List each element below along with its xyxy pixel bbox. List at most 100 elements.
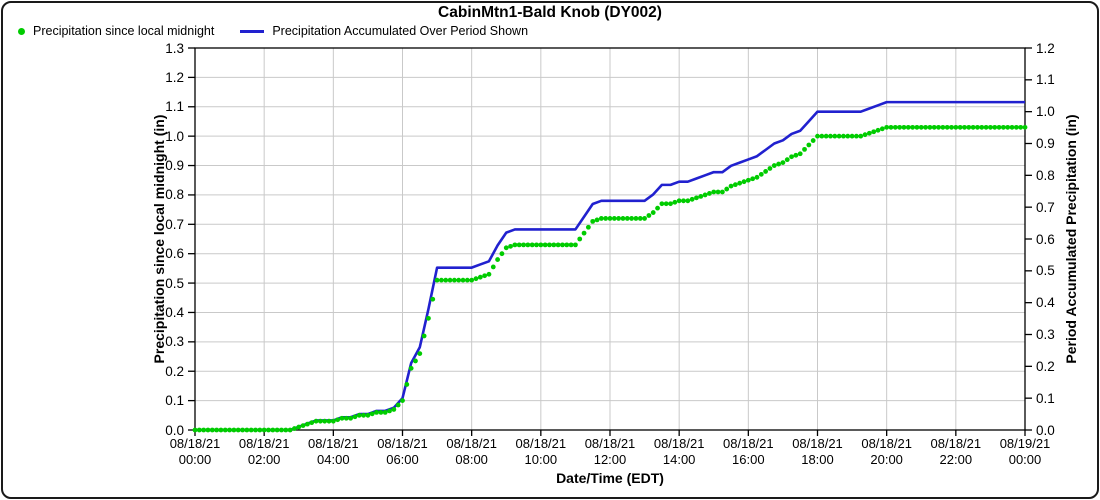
since-midnight-dot	[525, 242, 531, 248]
since-midnight-dot	[538, 242, 544, 248]
since-midnight-dot	[949, 124, 954, 130]
since-midnight-dot	[668, 201, 673, 207]
since-midnight-dot	[694, 195, 699, 201]
x-tick-label: 08/18/21 06:00	[361, 436, 445, 468]
since-midnight-dot	[970, 124, 976, 130]
since-midnight-dot	[361, 412, 366, 418]
since-midnight-dot	[737, 180, 743, 186]
x-tick-date: 08/18/21	[792, 436, 843, 451]
since-midnight-dot	[983, 124, 989, 130]
since-midnight-dot	[240, 427, 245, 433]
green-dot-marker-icon	[18, 27, 25, 35]
since-midnight-dot	[460, 277, 466, 283]
since-midnight-dot	[698, 193, 704, 199]
since-midnight-dot	[711, 189, 717, 195]
x-tick-time: 22:00	[939, 452, 973, 467]
since-midnight-dot	[508, 243, 513, 249]
since-midnight-dot	[598, 216, 604, 221]
since-midnight-dot	[542, 242, 548, 248]
since-midnight-dot	[689, 196, 695, 202]
since-midnight-dot	[784, 157, 790, 163]
since-midnight-dot	[287, 427, 293, 433]
since-midnight-dot	[547, 242, 552, 248]
since-midnight-dot	[516, 242, 522, 248]
x-tick-date: 08/18/21	[515, 436, 567, 451]
since-midnight-dot	[802, 146, 807, 152]
since-midnight-dot	[672, 199, 678, 205]
since-midnight-dot	[663, 201, 669, 207]
since-midnight-dot	[875, 127, 881, 133]
since-midnight-dot	[266, 427, 271, 433]
since-midnight-dot	[763, 169, 769, 174]
since-midnight-dot	[309, 420, 315, 426]
since-midnight-dot	[858, 133, 864, 139]
y-tick-label-right: 0.3	[1036, 327, 1055, 342]
since-midnight-dot	[923, 124, 928, 130]
x-tick-time: 00:00	[1008, 452, 1042, 467]
since-midnight-dot	[434, 277, 440, 283]
since-midnight-dot	[568, 242, 574, 248]
since-midnight-dot	[715, 189, 721, 195]
legend-label-accumulated: Precipitation Accumulated Over Period Sh…	[272, 24, 529, 38]
since-midnight-dot	[832, 133, 838, 139]
x-tick-date: 08/18/21	[238, 436, 290, 451]
since-midnight-dot	[771, 163, 777, 168]
since-midnight-dot	[1022, 124, 1028, 130]
since-midnight-dot	[322, 418, 328, 424]
since-midnight-dot	[646, 213, 652, 218]
since-midnight-dot	[594, 217, 600, 223]
since-midnight-dot	[421, 333, 427, 339]
y-tick-label-left: 0.8	[165, 187, 184, 203]
since-midnight-dot	[707, 191, 712, 196]
since-midnight-dot	[910, 124, 916, 130]
since-midnight-dot	[300, 423, 306, 428]
since-midnight-dot	[780, 160, 786, 166]
since-midnight-dot	[382, 409, 388, 415]
since-midnight-dot	[430, 296, 436, 302]
y-tick-label-right: 0.8	[1036, 167, 1055, 183]
since-midnight-dot	[490, 264, 496, 270]
since-midnight-dot	[637, 216, 643, 221]
since-midnight-dot	[962, 124, 967, 130]
since-midnight-dot	[313, 418, 319, 424]
since-midnight-dot	[828, 133, 833, 139]
since-midnight-dot	[218, 427, 224, 433]
since-midnight-dot	[611, 216, 617, 221]
since-midnight-dot	[585, 224, 591, 230]
since-midnight-dot	[330, 418, 336, 424]
since-midnight-dot	[201, 427, 207, 433]
x-tick-time: 02:00	[247, 452, 281, 467]
since-midnight-dot	[564, 242, 570, 248]
since-midnight-dot	[940, 124, 946, 130]
since-midnight-dot	[892, 124, 898, 130]
x-tick-label: 08/18/21 20:00	[845, 436, 929, 468]
since-midnight-dot	[395, 402, 401, 408]
since-midnight-dot	[836, 133, 842, 139]
x-tick-date: 08/18/21	[377, 436, 428, 451]
y-tick-label-right: 0.1	[1036, 390, 1055, 406]
x-tick-label: 08/18/21 10:00	[499, 436, 583, 468]
since-midnight-dot	[512, 242, 518, 248]
since-midnight-dot	[348, 415, 354, 421]
x-tick-time: 06:00	[386, 452, 419, 467]
since-midnight-dot	[477, 274, 483, 280]
since-midnight-dot	[624, 216, 630, 221]
x-tick-date: 08/18/21	[930, 436, 982, 451]
x-tick-time: 12:00	[593, 452, 627, 467]
since-midnight-dot	[797, 151, 803, 157]
y-tick-label-left: 0.3	[165, 334, 184, 350]
since-midnight-dot	[499, 251, 505, 257]
x-tick-date: 08/18/21	[169, 436, 221, 451]
x-tick-label: 08/18/21 18:00	[776, 436, 860, 468]
x-tick-label: 08/18/21 08:00	[430, 436, 514, 468]
since-midnight-dot	[841, 133, 846, 139]
since-midnight-dot	[901, 124, 907, 130]
since-midnight-dot	[235, 427, 241, 433]
legend: Precipitation since local midnight Preci…	[18, 24, 528, 38]
since-midnight-dot	[274, 427, 280, 433]
x-tick-date: 08/18/21	[653, 436, 705, 451]
since-midnight-dot	[192, 427, 198, 433]
